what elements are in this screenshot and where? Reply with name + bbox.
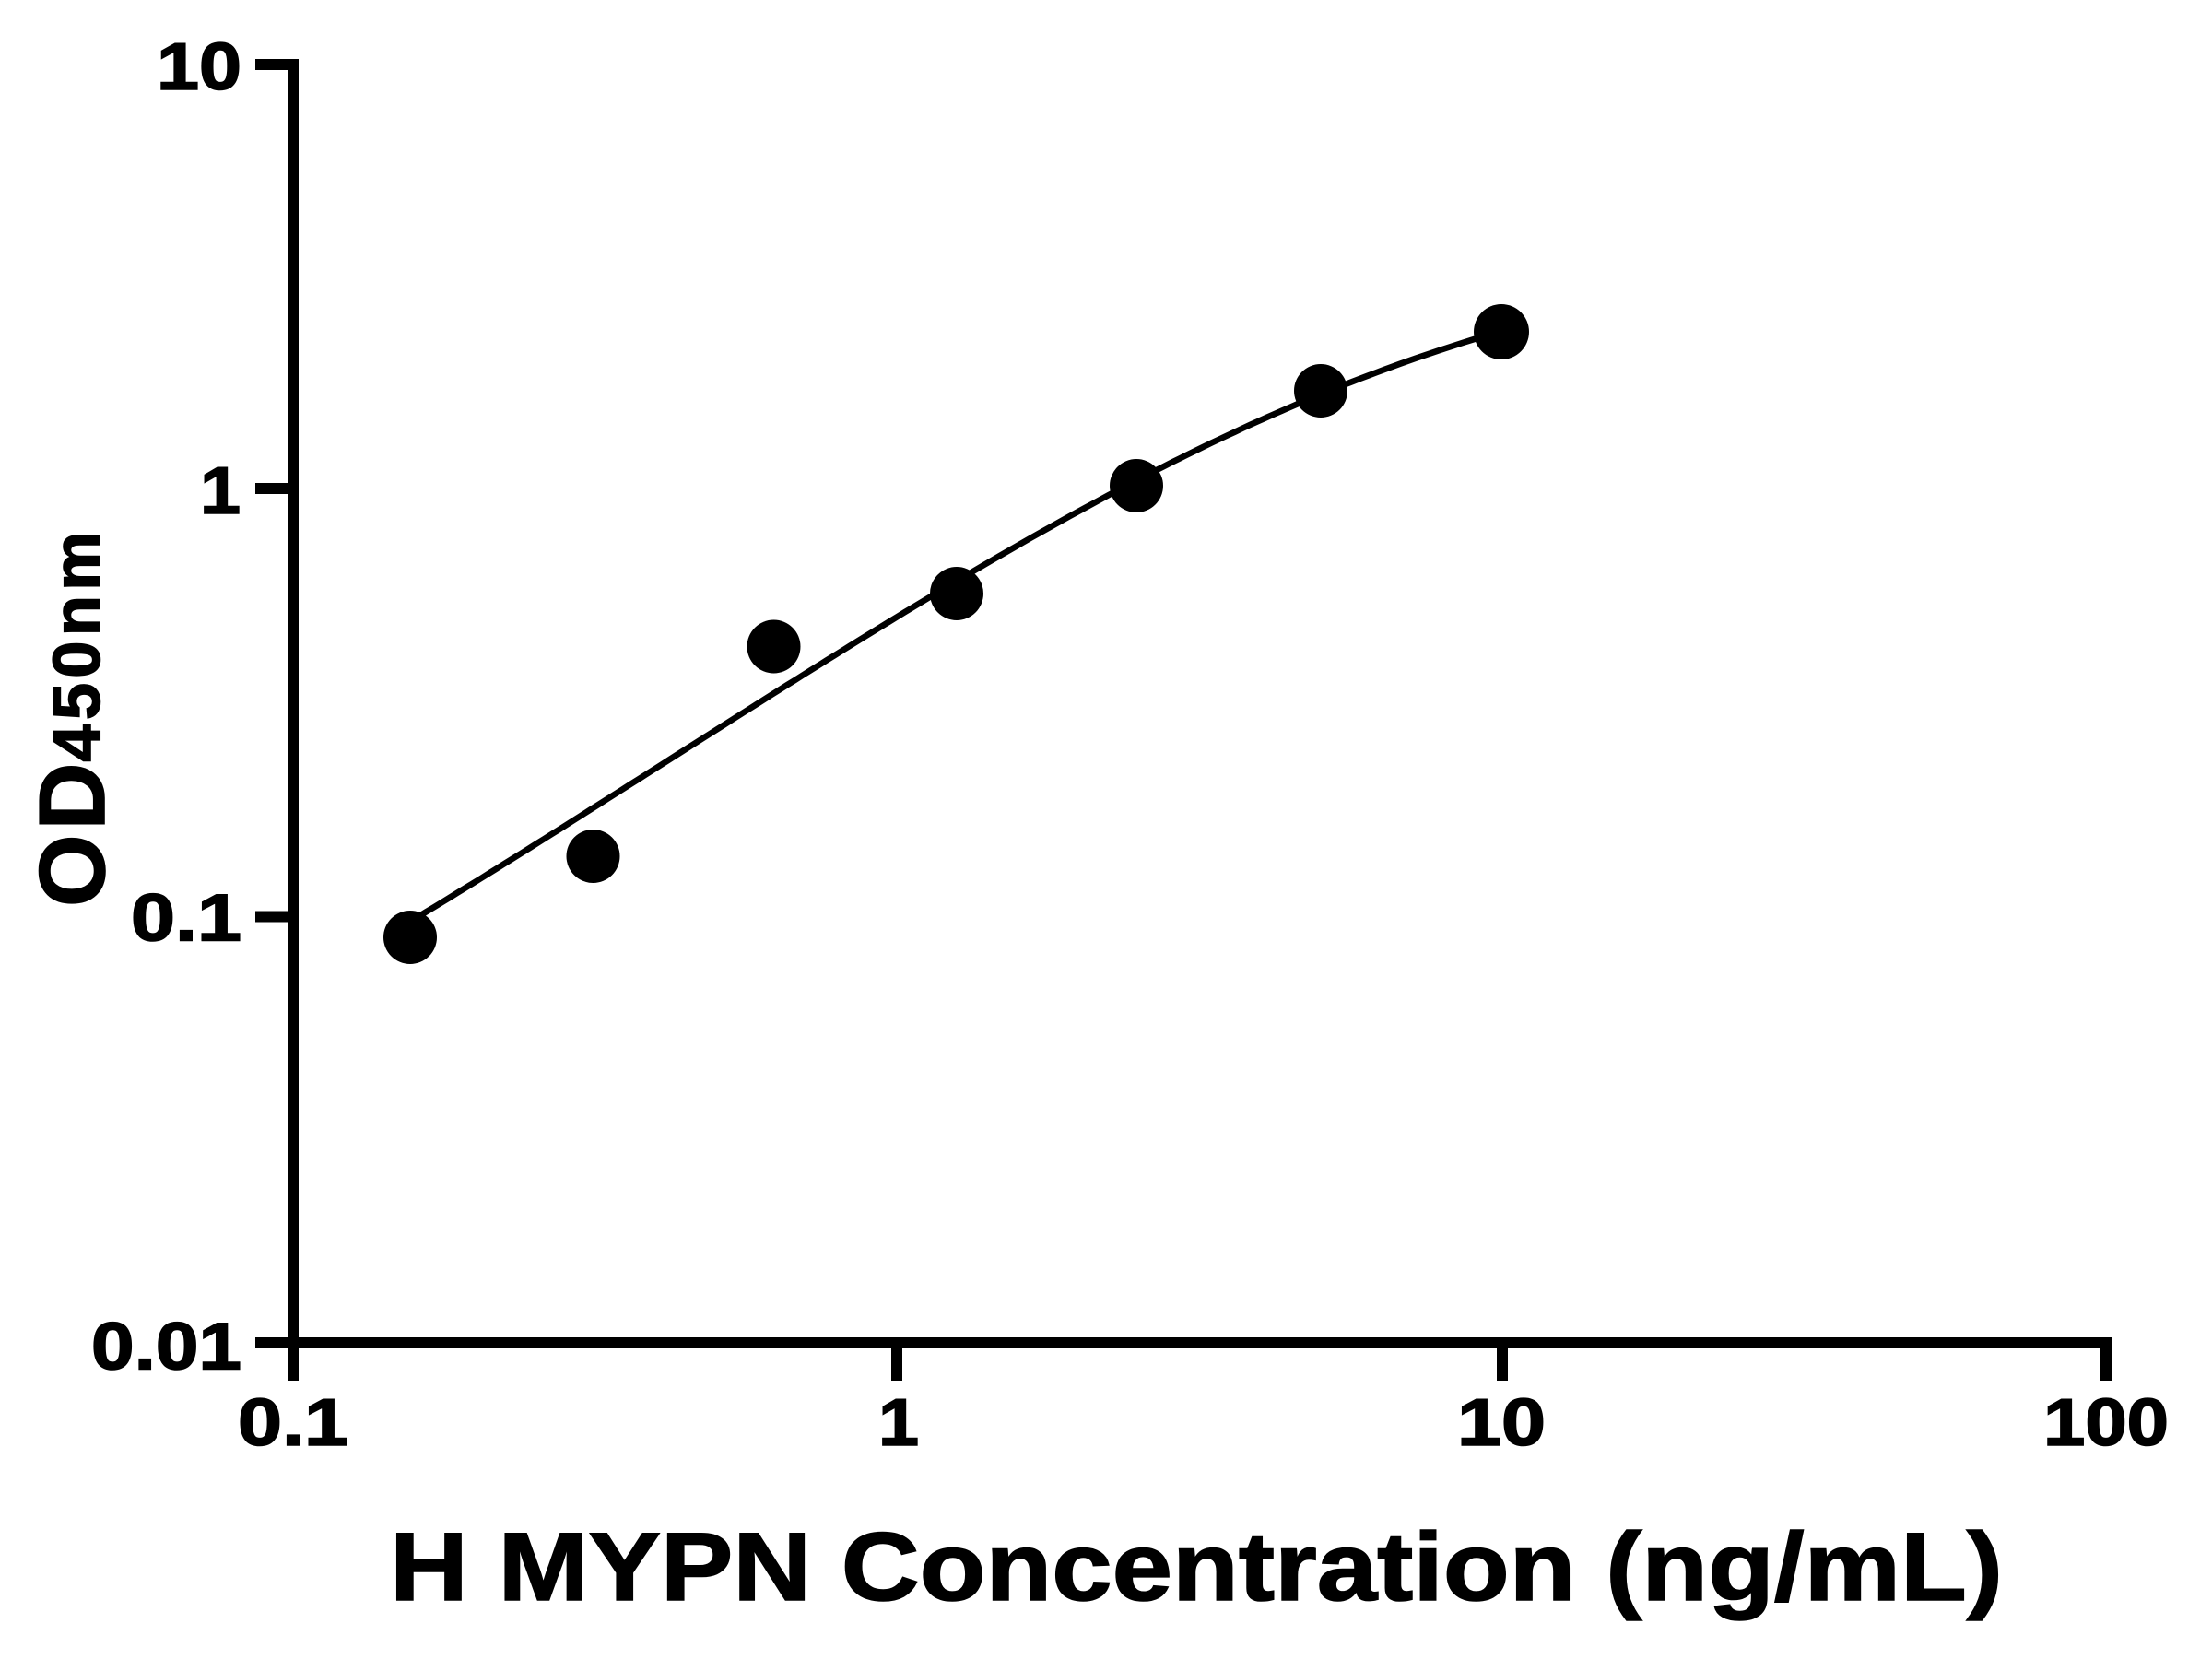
svg-text:H MYPN Concentration (ng/mL): H MYPN Concentration (ng/mL) (390, 1513, 2003, 1621)
svg-text:1: 1 (200, 454, 241, 528)
svg-text:10: 10 (1457, 1386, 1546, 1460)
svg-text:10: 10 (157, 30, 241, 104)
svg-text:100: 100 (2043, 1386, 2169, 1460)
svg-text:0.1: 0.1 (238, 1386, 348, 1460)
svg-text:1: 1 (878, 1386, 919, 1460)
svg-text:OD450nm: OD450nm (21, 526, 124, 907)
svg-text:0.1: 0.1 (131, 882, 241, 956)
svg-text:0.01: 0.01 (91, 1311, 241, 1384)
